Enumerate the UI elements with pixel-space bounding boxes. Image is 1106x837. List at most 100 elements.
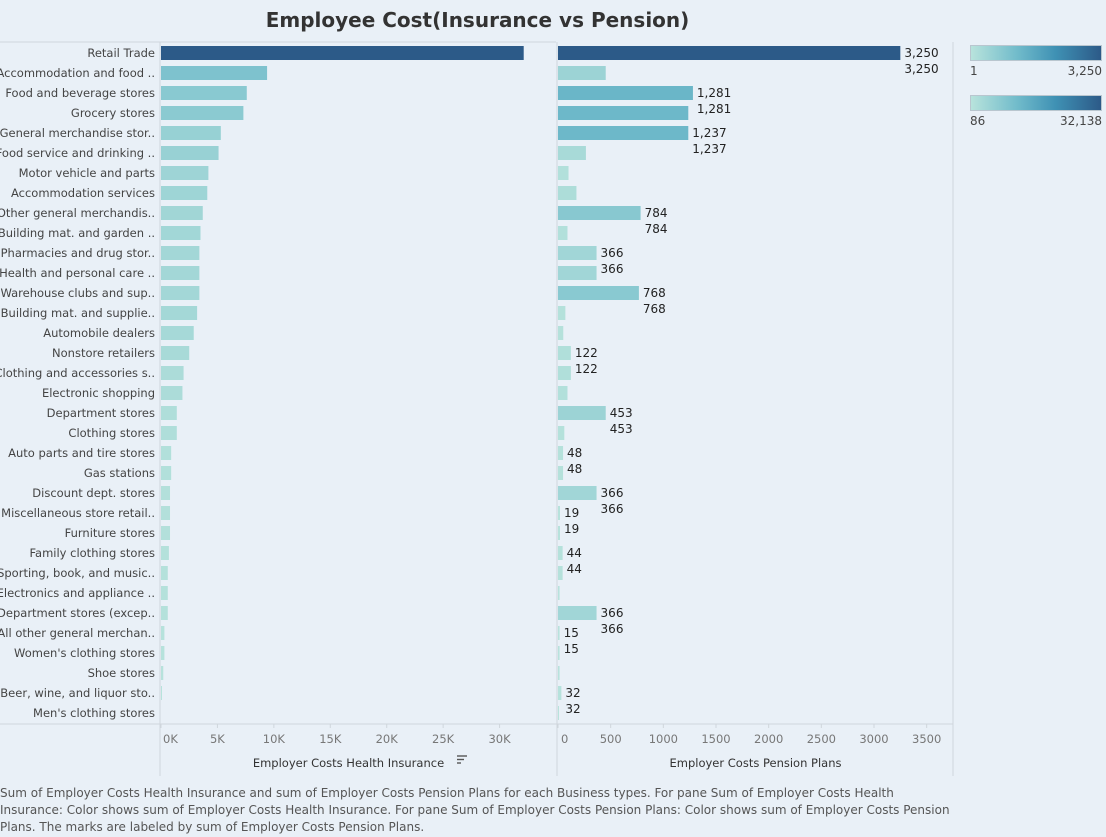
category-label: Motor vehicle and parts (19, 166, 155, 180)
x-tick-label: 25K (432, 732, 455, 746)
category-label: Food service and drinking .. (0, 146, 155, 160)
pension-bar (558, 686, 562, 700)
insurance-bar (161, 386, 183, 400)
category-label: Building mat. and garden .. (0, 226, 155, 240)
insurance-bar (161, 506, 171, 520)
category-label: Electronics and appliance .. (0, 586, 155, 600)
insurance-bar (161, 346, 190, 360)
x-tick-label: 2000 (754, 732, 783, 746)
category-label: Building mat. and supplie.. (1, 306, 155, 320)
category-label: All other general merchan.. (0, 626, 155, 640)
x-tick-label: 1500 (701, 732, 730, 746)
category-label: Auto parts and tire stores (8, 446, 155, 460)
chart-canvas: Retail Trade 3,250 3,250 Accommodation and … (0, 41, 954, 776)
x-tick-label: 30K (488, 732, 511, 746)
pension-bar (558, 506, 561, 520)
legend-min-label: 1 (970, 64, 978, 78)
pension-data-label: 19 (564, 522, 579, 536)
x-tick-label: 500 (600, 732, 622, 746)
pension-bar (558, 366, 571, 380)
pension-bar (558, 526, 561, 540)
insurance-bar (161, 526, 171, 540)
pension-bar (558, 466, 564, 480)
insurance-bar (161, 446, 172, 460)
pension-bar (558, 346, 571, 360)
insurance-bar (161, 686, 162, 700)
pension-data-label: 366 (601, 486, 624, 500)
pension-bar (558, 86, 693, 100)
category-label: Miscellaneous store retail.. (1, 506, 155, 520)
pension-bar (558, 566, 563, 580)
insurance-bar (161, 486, 171, 500)
pension-data-label: 784 (645, 222, 668, 236)
insurance-bar (161, 546, 169, 560)
pension-bar (558, 226, 568, 240)
pension-data-label: 48 (567, 446, 582, 460)
chart-caption: Sum of Employer Costs Health Insurance a… (0, 786, 950, 834)
category-label: Accommodation and food .. (0, 66, 155, 80)
pension-bar (558, 206, 641, 220)
pension-data-label: 44 (567, 562, 582, 576)
x-tick-label: 2500 (807, 732, 836, 746)
pension-data-label: 366 (601, 606, 624, 620)
x-tick-label: 1000 (649, 732, 678, 746)
category-label: Discount dept. stores (32, 486, 155, 500)
color-legend-pension[interactable]: 1 3,250 (970, 45, 1102, 78)
category-label: Women's clothing stores (14, 646, 155, 660)
pension-bar (558, 646, 560, 660)
legend-min-label: 86 (970, 114, 986, 128)
pension-bar (558, 286, 639, 300)
category-label: Family clothing stores (29, 546, 155, 560)
pension-data-label: 122 (575, 362, 598, 376)
pension-data-label: 3,250 (904, 46, 938, 60)
pension-data-label: 122 (575, 346, 598, 360)
pension-bar (558, 166, 569, 180)
pension-bar (558, 246, 597, 260)
pension-bar (558, 546, 563, 560)
x-tick-label: 10K (263, 732, 286, 746)
insurance-bar (161, 106, 244, 120)
pension-bar (558, 266, 597, 280)
x-axis-title: Employer Costs Health Insurance (253, 756, 444, 770)
pension-data-label: 1,281 (697, 86, 731, 100)
category-label: Men's clothing stores (33, 706, 155, 720)
insurance-bar (161, 426, 177, 440)
chart-title: Employee Cost(Insurance vs Pension) (265, 8, 690, 32)
pension-bar (558, 186, 577, 200)
category-label: Warehouse clubs and sup.. (0, 286, 155, 300)
pension-bar (558, 306, 566, 320)
category-label: Beer, wine, and liquor sto.. (0, 686, 155, 700)
pension-data-label: 768 (643, 302, 666, 316)
insurance-bar (161, 146, 219, 160)
pension-data-label: 453 (610, 422, 633, 436)
x-tick-label: 15K (319, 732, 342, 746)
legend-gradient-bar (970, 95, 1102, 111)
pension-data-label: 32 (565, 686, 580, 700)
insurance-bar (161, 646, 165, 660)
category-label: Pharmacies and drug stor.. (1, 246, 155, 260)
legend-gradient-bar (970, 45, 1102, 61)
insurance-bar (161, 86, 247, 100)
pension-data-label: 366 (601, 246, 624, 260)
x-tick-label: 3000 (859, 732, 888, 746)
color-legend-insurance[interactable]: 86 32,138 (970, 95, 1102, 128)
category-label: Clothing and accessories s.. (0, 366, 155, 380)
insurance-bar (161, 306, 198, 320)
sort-descending-icon[interactable] (457, 755, 467, 764)
insurance-bar (161, 246, 200, 260)
x-tick-label: 5K (210, 732, 225, 746)
pension-data-label: 768 (643, 286, 666, 300)
category-label: Sporting, book, and music.. (0, 566, 155, 580)
pension-data-label: 366 (601, 262, 624, 276)
category-label: Accommodation services (11, 186, 155, 200)
insurance-bar (161, 666, 164, 680)
pension-bar (558, 126, 689, 140)
insurance-bar (161, 166, 209, 180)
pension-data-label: 44 (567, 546, 582, 560)
category-label: Grocery stores (71, 106, 155, 120)
category-label: General merchandise stor.. (0, 126, 155, 140)
pension-data-label: 1,237 (692, 142, 726, 156)
pension-data-label: 453 (610, 406, 633, 420)
pension-data-label: 15 (564, 626, 579, 640)
category-label: Shoe stores (88, 666, 155, 680)
